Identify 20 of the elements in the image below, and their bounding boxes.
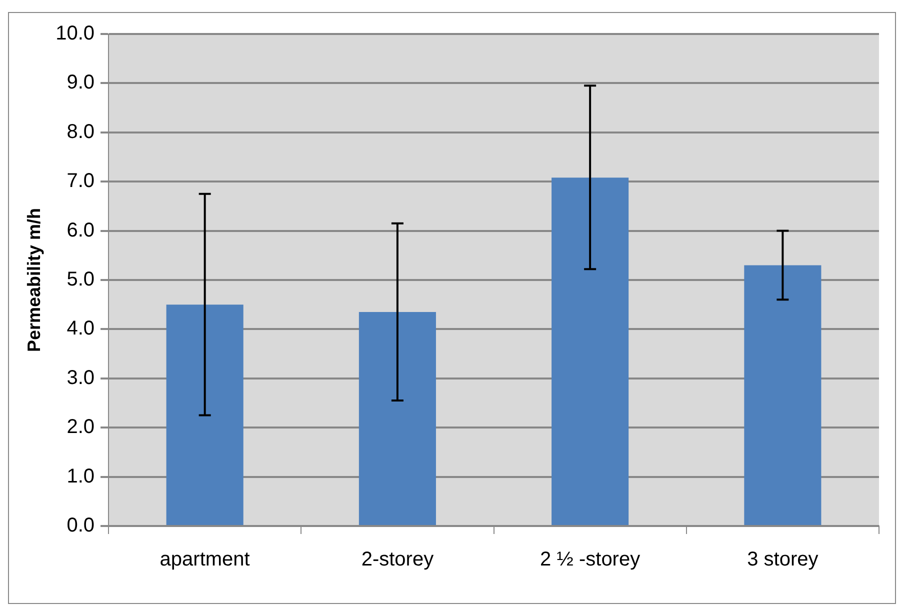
x-tick-label: 2 ½ -storey [540,548,640,571]
y-tick-label: 0.0 [66,514,95,537]
bar [358,312,436,525]
bar [166,304,244,525]
bar [552,178,629,525]
y-tick-label: 9.0 [66,72,95,94]
y-tick-label: 5.0 [66,268,95,291]
y-tick-label: 3.0 [66,366,95,389]
y-tick-label: 1.0 [66,465,95,488]
y-tick-label: 8.0 [66,120,95,143]
y-tick-label: 10.0 [56,22,95,45]
x-tick-label: 2-storey [361,548,434,571]
bar [744,265,822,525]
y-tick-label: 2.0 [66,416,95,438]
y-tick-label: 4.0 [66,318,95,340]
y-tick-label: 7.0 [66,170,95,192]
y-axis-title: Permeability m/h [24,208,44,352]
x-tick-label: apartment [160,548,250,571]
x-tick-label: 3 storey [747,548,818,571]
y-tick-label: 6.0 [66,219,95,242]
